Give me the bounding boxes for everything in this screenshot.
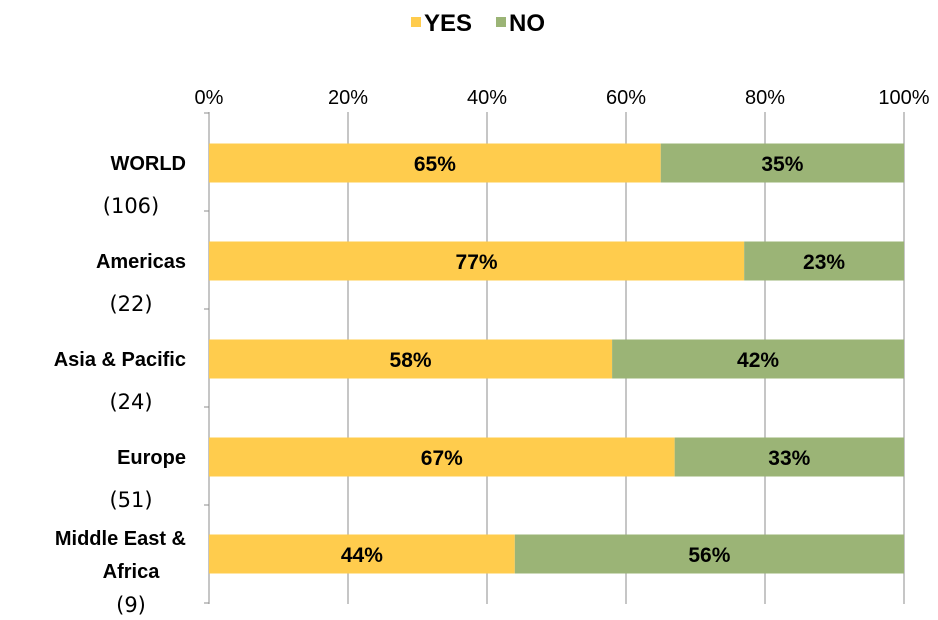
x-tick-label: 80%: [745, 87, 785, 109]
legend-swatch-no: [496, 17, 506, 27]
category-count: (22): [109, 292, 152, 316]
category-label: WORLD: [110, 153, 186, 175]
x-axis-ticks: 0% 20% 40% 60% 80% 100%: [195, 87, 930, 109]
bar-yes-5: [209, 534, 515, 574]
x-tick-label: 40%: [467, 87, 507, 109]
legend-label-yes: YES: [424, 10, 472, 37]
x-tick-label: 0%: [195, 87, 224, 109]
bar-yes-4: [209, 437, 675, 477]
category-labels: WORLD (106) Americas (22) Asia & Pacific (24)…: [54, 153, 186, 617]
data-label-no: 56%: [688, 544, 730, 567]
category-count: (51): [109, 488, 152, 512]
category-label: Asia & Pacific: [54, 349, 186, 371]
category-label: Europe: [117, 447, 186, 469]
x-tick-label: 60%: [606, 87, 646, 109]
bar-yes-1: [209, 143, 661, 183]
data-label-no: 35%: [761, 153, 803, 176]
data-label-no: 33%: [768, 447, 810, 470]
x-tick-label: 20%: [328, 87, 368, 109]
bar-yes-3: [209, 339, 613, 379]
data-label-no: 23%: [803, 251, 845, 274]
bar-yes-2: [209, 241, 745, 281]
legend: YES NO: [411, 10, 545, 37]
category-axis: [204, 112, 210, 604]
bar-no-3: [612, 339, 904, 379]
data-labels: 65% 35% 77% 23% 58% 42% 67% 33% 44% 56%: [341, 153, 846, 567]
legend-swatch-yes: [411, 17, 421, 27]
x-tick-label: 100%: [878, 87, 929, 109]
data-label-yes: 67%: [421, 447, 463, 470]
bar-no-4: [674, 437, 904, 477]
data-label-yes: 77%: [456, 251, 498, 274]
data-label-no: 42%: [737, 349, 779, 372]
data-label-yes: 58%: [390, 349, 432, 372]
category-label: Americas: [96, 251, 186, 273]
bar-no-1: [660, 143, 904, 183]
category-count: (9): [116, 593, 146, 617]
category-count: (24): [109, 390, 152, 414]
bar-no-2: [744, 241, 904, 281]
bar-no-5: [514, 534, 904, 574]
legend-label-no: NO: [509, 10, 545, 37]
bars: [209, 143, 904, 574]
data-label-yes: 65%: [414, 153, 456, 176]
category-label: Middle East &: [55, 528, 186, 550]
data-label-yes: 44%: [341, 544, 383, 567]
category-label: Africa: [103, 561, 161, 583]
category-count: (106): [103, 194, 159, 218]
